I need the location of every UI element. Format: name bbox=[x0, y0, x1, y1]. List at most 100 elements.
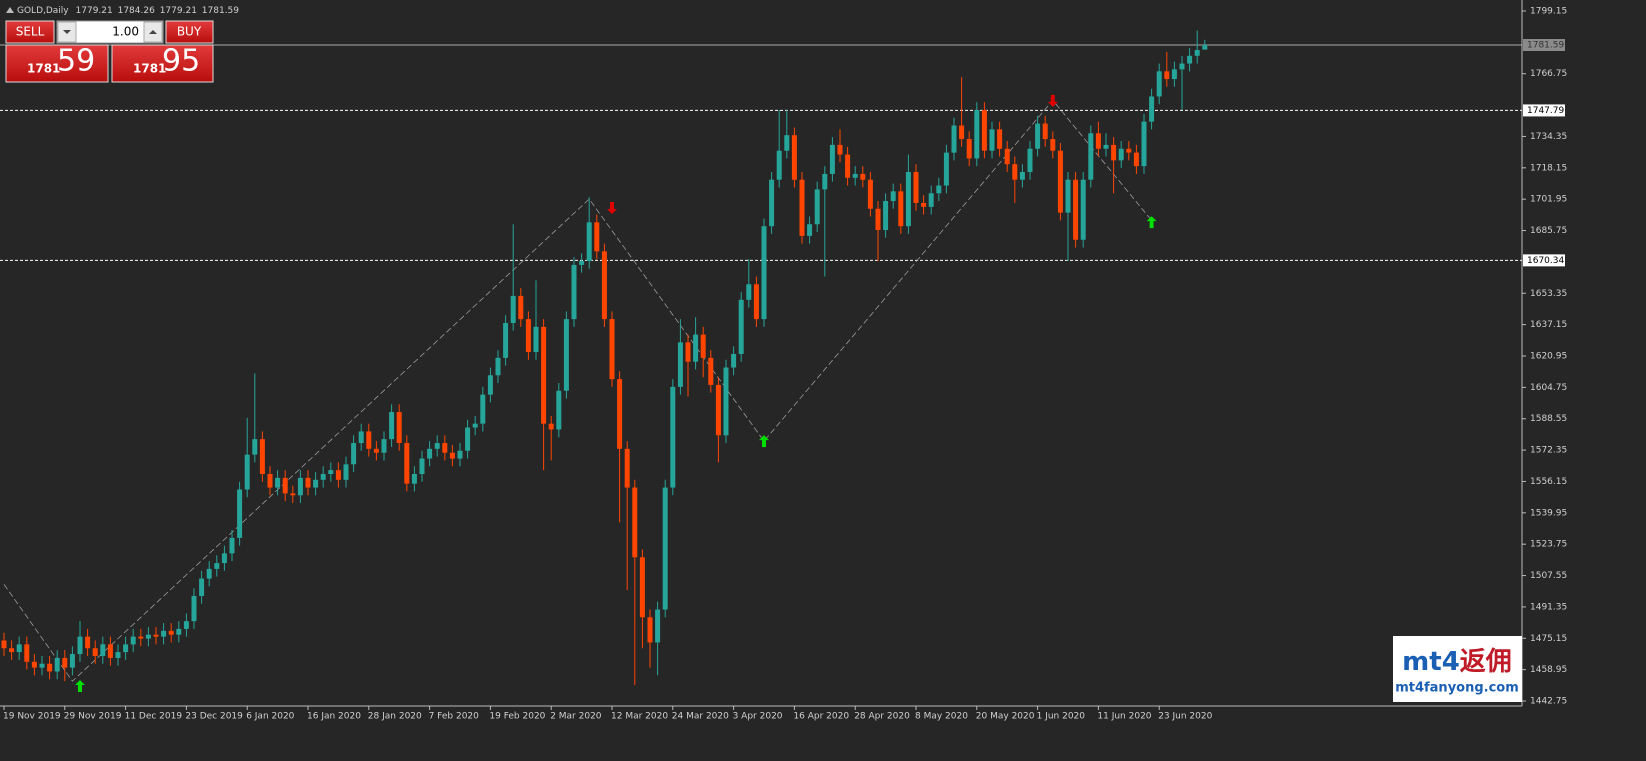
candle-body bbox=[1027, 148, 1033, 172]
candle-body bbox=[814, 189, 820, 225]
candle-body bbox=[807, 224, 813, 236]
watermark-box bbox=[1393, 636, 1522, 702]
candle-body bbox=[69, 654, 75, 668]
buy-button[interactable] bbox=[165, 20, 214, 44]
arrow-up bbox=[759, 435, 769, 448]
header-icon bbox=[6, 7, 14, 13]
candle-body bbox=[1019, 171, 1025, 180]
y-tick-label: 1539.95 bbox=[1530, 508, 1567, 518]
candle-body bbox=[1095, 133, 1101, 149]
candle-body bbox=[434, 443, 440, 449]
x-tick-label: 12 Mar 2020 bbox=[611, 712, 668, 722]
lot-up-icon bbox=[149, 30, 157, 34]
y-tick-label: 1458.95 bbox=[1530, 665, 1567, 675]
candle-body bbox=[624, 448, 630, 488]
y-tick-label: 1637.15 bbox=[1530, 320, 1567, 330]
ask-box[interactable] bbox=[111, 44, 214, 83]
candle-body bbox=[556, 390, 562, 430]
candle-body bbox=[655, 609, 661, 643]
header: GOLD,Daily 1779.21 1784.26 1779.21 1781.… bbox=[17, 6, 239, 16]
trade-panel: SELL 1.00 BUY 1781 59 1781 95 bbox=[5, 20, 214, 83]
candle-body bbox=[1202, 44, 1208, 50]
candle-body bbox=[700, 334, 706, 358]
candle-body bbox=[632, 487, 638, 558]
candle-body bbox=[1194, 50, 1200, 56]
candle-body bbox=[822, 173, 828, 190]
lot-value[interactable]: 1.00 bbox=[112, 25, 139, 39]
candle-body bbox=[480, 394, 486, 424]
arrow-up bbox=[75, 680, 85, 693]
candle-body bbox=[237, 489, 243, 538]
candle-body bbox=[229, 537, 235, 554]
x-tick-label: 20 May 2020 bbox=[976, 712, 1035, 722]
candle-body bbox=[396, 412, 402, 444]
y-tick-label: 1718.15 bbox=[1530, 163, 1567, 173]
bid-box[interactable] bbox=[5, 44, 109, 83]
candle-body bbox=[905, 171, 911, 227]
candle-body bbox=[746, 284, 752, 300]
candle-body bbox=[297, 477, 303, 496]
candle-body bbox=[715, 384, 721, 436]
candle-body bbox=[837, 144, 843, 155]
x-tick-label: 3 Apr 2020 bbox=[733, 712, 783, 722]
candle-body bbox=[670, 386, 676, 488]
lot-box bbox=[56, 20, 164, 44]
candle-body bbox=[579, 261, 585, 265]
x-tick-label: 11 Dec 2019 bbox=[125, 712, 183, 722]
candle-body bbox=[290, 493, 296, 496]
candle-body bbox=[130, 636, 136, 645]
y-tick-label: 1572.35 bbox=[1530, 446, 1567, 456]
candle-body bbox=[1, 640, 7, 649]
candle-body bbox=[381, 439, 387, 453]
candle-body bbox=[829, 144, 835, 174]
candle-body bbox=[921, 202, 927, 207]
candle-body bbox=[883, 201, 889, 231]
price-label: 1781.59 bbox=[1527, 40, 1564, 50]
candle-body bbox=[358, 431, 364, 444]
candle-body bbox=[442, 443, 448, 453]
candle-body bbox=[1179, 63, 1185, 70]
y-tick-label: 1491.35 bbox=[1530, 602, 1567, 612]
candle-body bbox=[959, 125, 965, 140]
candle-body bbox=[115, 652, 121, 658]
candle-body bbox=[738, 299, 744, 354]
sell-label: SELL bbox=[16, 25, 45, 39]
candle-body bbox=[259, 439, 265, 475]
candle-body bbox=[1057, 150, 1063, 213]
price-label: 1747.79 bbox=[1527, 106, 1564, 116]
candle-body bbox=[1171, 69, 1177, 80]
candle-body bbox=[199, 578, 205, 596]
candle-body bbox=[776, 150, 782, 180]
candle-body bbox=[206, 568, 212, 579]
candle-body bbox=[1042, 123, 1048, 140]
ask-small: 95 bbox=[162, 44, 200, 79]
candle-body bbox=[282, 477, 288, 494]
candle-body bbox=[85, 636, 91, 649]
candle-body bbox=[472, 423, 478, 428]
candle-body bbox=[647, 617, 653, 643]
candle-body bbox=[244, 454, 250, 490]
candle-body bbox=[913, 171, 919, 203]
sell-button[interactable] bbox=[5, 20, 55, 44]
x-tick-label: 6 Jan 2020 bbox=[246, 712, 294, 722]
candle-body bbox=[571, 264, 577, 320]
candle-body bbox=[525, 319, 531, 353]
plot-area bbox=[0, 10, 1526, 710]
x-tick-label: 16 Jan 2020 bbox=[307, 712, 361, 722]
candle-body bbox=[1065, 179, 1071, 213]
candle-body bbox=[168, 630, 174, 635]
candle-body bbox=[1141, 121, 1147, 167]
x-tick-label: 2 Mar 2020 bbox=[550, 712, 602, 722]
x-tick-label: 1 Jun 2020 bbox=[1037, 712, 1086, 722]
candle-body bbox=[1133, 152, 1139, 167]
candle-body bbox=[617, 379, 623, 449]
candle-body bbox=[305, 477, 311, 488]
arrow-up bbox=[1146, 216, 1157, 229]
candle-body bbox=[503, 322, 509, 358]
x-tick-label: 7 Feb 2020 bbox=[429, 712, 480, 722]
brand-cn: 返佣 bbox=[1460, 647, 1512, 677]
x-tick-label: 23 Jun 2020 bbox=[1158, 712, 1212, 722]
y-tick-label: 1653.35 bbox=[1530, 289, 1567, 299]
